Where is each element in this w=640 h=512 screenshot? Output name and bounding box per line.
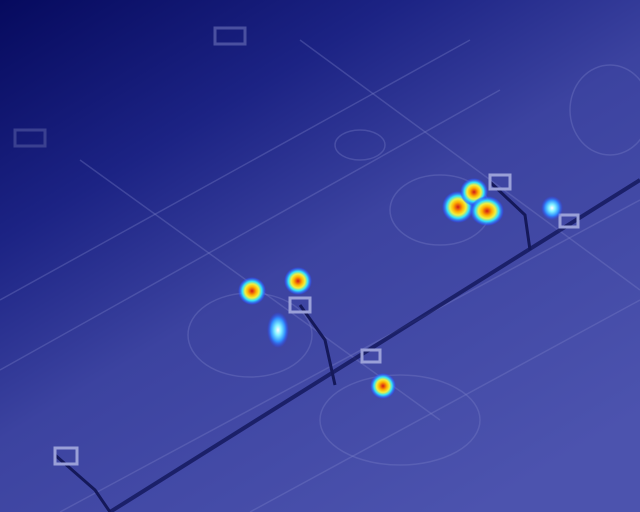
center-divider	[108, 178, 640, 512]
hoops	[13, 26, 580, 512]
heat-spots	[238, 178, 563, 399]
